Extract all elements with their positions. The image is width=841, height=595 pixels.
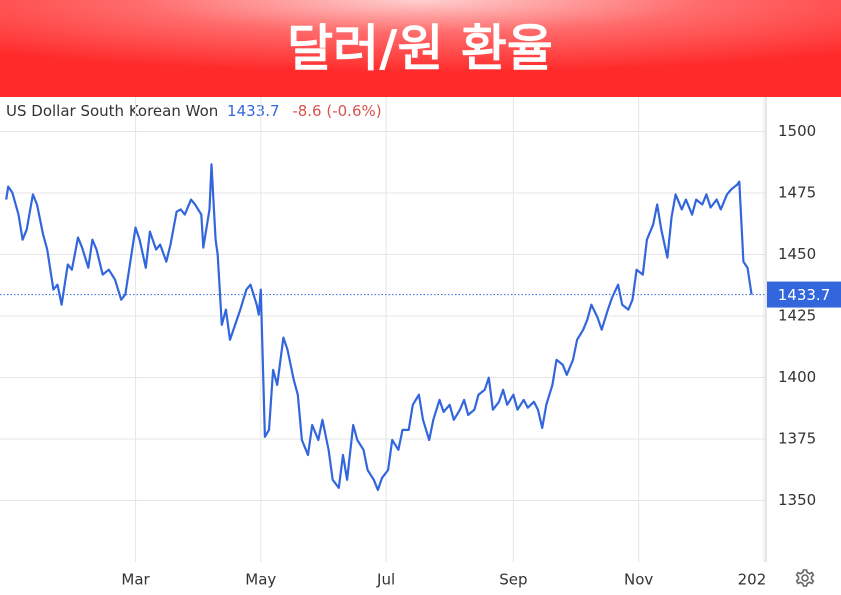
settings-icon[interactable]: [795, 569, 815, 587]
legend-name: US Dollar South Korean Won: [6, 102, 218, 120]
y-tick-label: 1425: [778, 306, 816, 324]
legend: US Dollar South Korean Won 1433.7 -8.6 (…: [6, 102, 382, 120]
y-tick-label: 1500: [778, 122, 816, 140]
chart-title: 달러/원 환율: [287, 20, 553, 78]
x-tick-label: Mar: [121, 571, 150, 589]
y-tick-label: 1475: [778, 183, 816, 201]
x-tick-label: Jul: [376, 571, 395, 589]
y-tick-label: 1350: [778, 491, 816, 509]
x-tick-label: May: [245, 571, 276, 589]
x-tick-label: Nov: [624, 571, 653, 589]
y-tick-label: 1450: [778, 245, 816, 263]
legend-change: -8.6 (-0.6%): [292, 102, 381, 120]
plot-area: [0, 97, 766, 562]
legend-last-value: 1433.7: [227, 102, 280, 120]
x-tick-label: 202: [738, 571, 767, 589]
y-tick-label: 1400: [778, 368, 816, 386]
last-value-label: 1433.7: [778, 286, 831, 304]
last-value-badge: [767, 281, 841, 308]
title-banner: [0, 0, 841, 97]
y-tick-label: 1375: [778, 429, 816, 447]
line: [5, 163, 753, 491]
x-tick-label: Sep: [499, 571, 527, 589]
